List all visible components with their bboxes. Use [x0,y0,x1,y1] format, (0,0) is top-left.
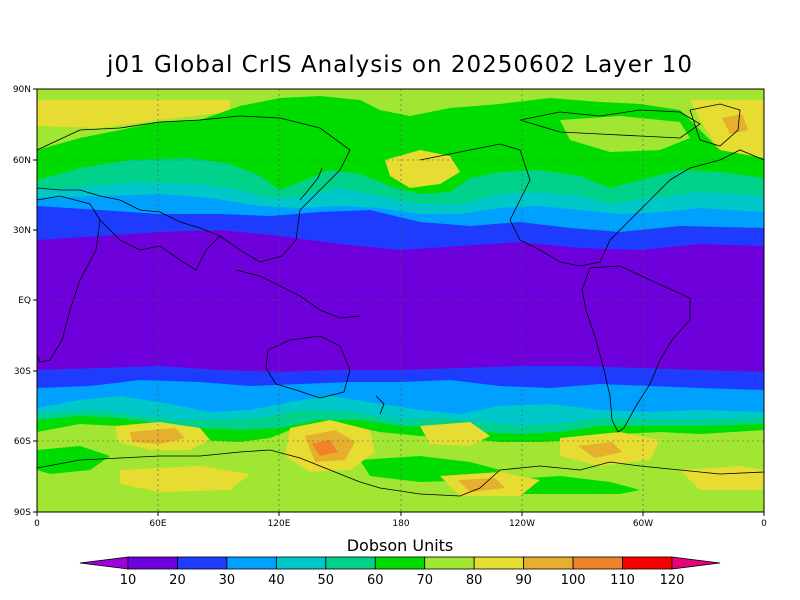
field-patch [690,100,764,160]
colorbar-tick-label: 100 [561,573,586,588]
colorbar-swatch [127,556,178,570]
coastline-south-america [581,265,691,433]
lat-label: 60N [13,156,31,166]
lon-label: 120W [509,519,535,529]
tick-marks [33,88,765,516]
lon-label: 120E [268,519,291,529]
coastline-eurasia [37,115,351,263]
colorbar-swatch [177,556,228,570]
colorbar-swatch [325,556,376,570]
colorbar-tick-label: 60 [367,573,384,588]
colorbar-swatch [275,556,327,570]
coastline-africa [37,195,101,363]
colorbar-tick-label: 90 [515,573,532,588]
field-patch [37,446,110,474]
field-patch [560,116,690,152]
coastline-japan [299,167,323,201]
coastline-new-zealand [375,395,385,415]
field-patch [385,150,460,188]
colorbar-swatch [79,556,129,570]
field-patch [578,442,622,458]
ozone-field [37,89,764,512]
colorbar-swatch [226,556,277,570]
lat-label: 90S [14,508,31,518]
field-patch [37,100,230,128]
colorbar-swatch [671,556,721,570]
field-patch [120,466,250,492]
colorbar-tick-label: 30 [219,573,236,588]
field-patch [420,422,490,446]
lat-label: 30N [13,226,31,236]
colorbar-tick-label: 20 [169,573,186,588]
colorbar-tick-label: 40 [268,573,285,588]
map-title: j01 Global CrIS Analysis on 20250602 Lay… [107,52,693,78]
field-patch [722,114,748,134]
colorbar-title: Dobson Units [346,536,454,555]
colorbar-swatch [523,556,574,570]
lon-label: 60E [149,519,166,529]
coastline-greenland [689,103,741,147]
lon-label: 60W [633,519,653,529]
field-band-20 [37,230,764,372]
colorbar-tick-label: 120 [660,573,685,588]
colorbar-swatch [473,556,525,570]
colorbar-swatch [424,556,475,570]
colorbar-tick-label: 70 [416,573,433,588]
gridlines [37,89,764,512]
coastline-indonesia [235,269,361,319]
longitude-labels: 0 60E 120E 180 120W 60W 0 [34,519,767,529]
field-patch [312,440,338,456]
colorbar-swatch [374,556,426,570]
coastline-arctic-islands [519,109,701,139]
colorbar-tick-label: 50 [318,573,335,588]
lat-label: EQ [18,296,31,306]
colorbar-tick-label: 80 [466,573,483,588]
lon-label: 180 [392,519,409,529]
colorbar-tick-label: 10 [120,573,137,588]
field-patch [130,428,185,444]
coastline-australia [265,335,351,399]
lon-label: 0 [34,519,40,529]
lon-label: 0 [761,519,767,529]
lat-label: 90N [13,85,31,95]
field-patch [458,478,505,492]
colorbar: 10 20 30 40 50 60 70 80 90 100 110 120 [79,556,721,588]
lat-label: 60S [14,437,31,447]
colorbar-swatch [572,556,623,570]
latitude-labels: 90N 60N 30N EQ 30S 60S 90S [13,85,31,518]
coastline-north-america [419,143,764,267]
coastline-antarctica [37,449,764,497]
coastline-south-asia [99,219,221,271]
field-patch [37,494,764,512]
coastlines [37,103,764,497]
colorbar-swatch [622,556,673,570]
lat-label: 30S [14,367,31,377]
colorbar-tick-label: 110 [610,573,635,588]
